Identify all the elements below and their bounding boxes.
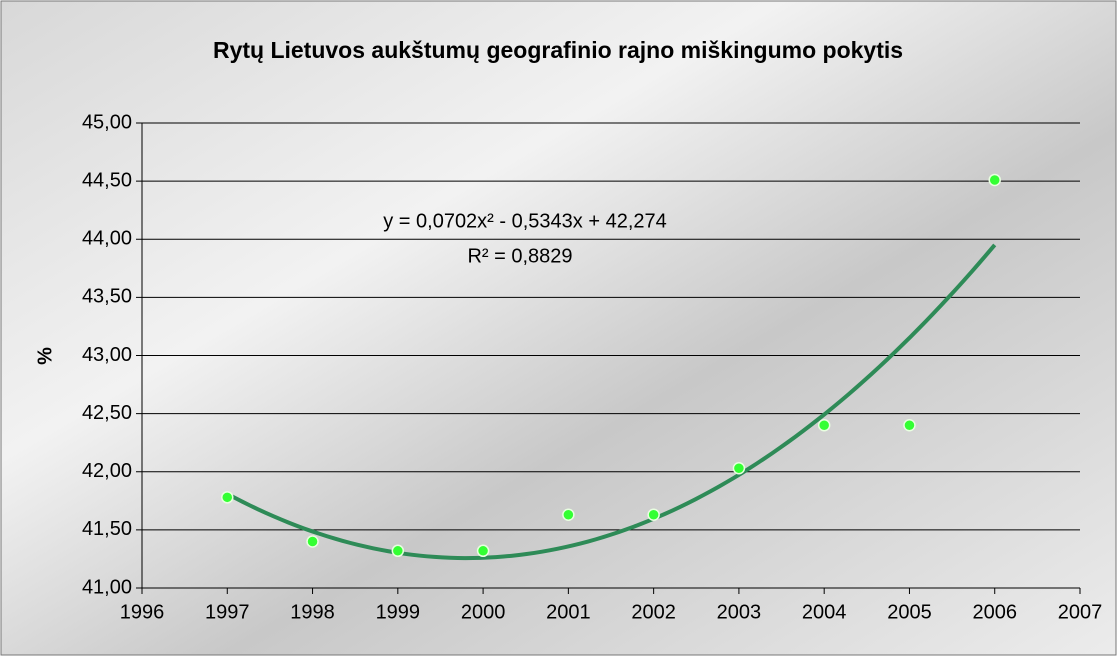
x-tick-label: 2007: [1058, 601, 1103, 623]
y-tick-label: 44,50: [82, 169, 132, 191]
x-tick-label: 2000: [461, 601, 506, 623]
y-tick-label: 41,50: [82, 518, 132, 540]
chart-title: Rytų Lietuvos aukštumų geografinio rajno…: [213, 37, 903, 63]
point: [903, 419, 916, 432]
point: [817, 419, 831, 432]
x-tick-label: 1998: [290, 601, 335, 623]
x-tick-label: 2003: [717, 601, 762, 623]
trendline: [226, 243, 997, 561]
y-tick-label: 45,00: [82, 111, 132, 133]
y-tick-label: 42,00: [82, 460, 132, 482]
y-tick-label: 44,00: [82, 228, 132, 250]
point: [732, 462, 746, 475]
x-tick-label: 2002: [631, 601, 676, 623]
x-tick-label: 2001: [546, 601, 591, 623]
x-tick-label: 2004: [802, 601, 847, 623]
point: [221, 491, 234, 504]
y-axis-label: %: [34, 347, 56, 365]
point: [988, 173, 1001, 187]
point: [647, 508, 660, 522]
y-tick-label: 42,50: [82, 402, 132, 424]
y-tick-label: 43,50: [82, 286, 132, 308]
x-tick-label: 1999: [376, 601, 421, 623]
point: [306, 535, 319, 548]
trendline-r-squared: R² = 0,8829: [467, 245, 572, 267]
y-tick-label: 43,00: [82, 344, 132, 366]
point: [476, 544, 490, 558]
y-tick-label: 41,00: [82, 576, 132, 598]
x-tick-label: 2006: [972, 601, 1017, 623]
x-tick-label: 1997: [205, 601, 250, 623]
x-tick-label: 2005: [887, 601, 932, 623]
trendline-equation: y = 0,0702x² - 0,5343x + 42,274: [383, 210, 667, 232]
point: [391, 544, 405, 558]
point: [562, 508, 575, 522]
x-tick-label: 1996: [120, 601, 165, 623]
